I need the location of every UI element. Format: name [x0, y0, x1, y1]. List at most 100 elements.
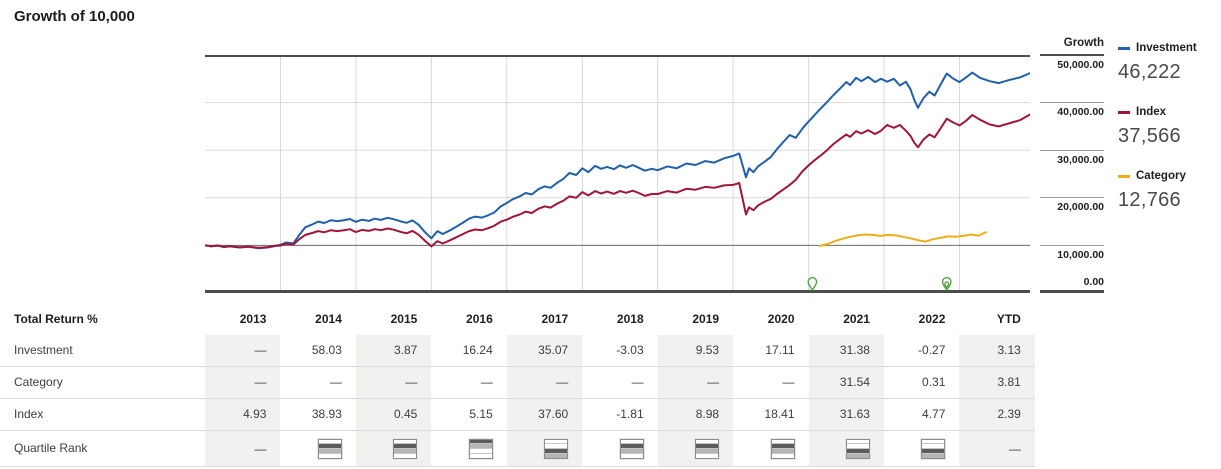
- return-cell: 4.93: [205, 399, 281, 430]
- return-cell: —: [355, 367, 432, 398]
- quartile-cell: —: [205, 431, 281, 466]
- investment-series-swatch: [1118, 46, 1130, 50]
- legend-item-investment[interactable]: Investment 46,222: [1118, 40, 1221, 84]
- quartile-rank-icon: [695, 438, 720, 459]
- axis-tick-label: 30,000.00: [1057, 153, 1104, 166]
- quartile-rank-icon: [317, 438, 342, 459]
- quartile-cell: [355, 431, 432, 466]
- return-cell: 5.15: [469, 407, 493, 421]
- series-line-index[interactable]: [205, 113, 1030, 249]
- growth-axis-header: Growth: [1063, 37, 1104, 49]
- quartile-cell: [733, 431, 808, 466]
- axis-tick-label: 50,000.00: [1057, 58, 1104, 71]
- return-cell: 58.03: [311, 343, 342, 357]
- axis-tick-label: 20,000.00: [1057, 201, 1104, 214]
- axis-tick-label: 10,000.00: [1057, 248, 1104, 261]
- return-cell: 2.39: [959, 399, 1035, 430]
- return-cell: 35.07: [506, 335, 583, 366]
- axis-tick-label: 40,000.00: [1057, 106, 1104, 119]
- quartile-cell: [431, 431, 506, 466]
- column-header-2015: 2015: [390, 312, 418, 326]
- legend-label-investment: Investment: [1136, 42, 1197, 54]
- table-row: Investment — 58.03 3.87 16.24 35.07 -3.03 9.53 1…: [0, 335, 1035, 367]
- return-cell: —: [631, 375, 644, 389]
- quartile-cell: [808, 431, 884, 466]
- quartile-rank-icon: [845, 438, 870, 459]
- return-cell: 0.45: [355, 399, 432, 430]
- quartile-cell: [280, 431, 355, 466]
- quartile-rank-icon: [468, 438, 493, 459]
- return-cell: -3.03: [616, 343, 644, 357]
- return-cell: 3.81: [959, 367, 1035, 398]
- legend-item-category[interactable]: Category 12,766: [1118, 168, 1221, 212]
- return-cell: -0.27: [918, 343, 946, 357]
- table-row: Index 4.93 38.93 0.45 5.15 37.60 -1.81 8.98 18.4…: [0, 399, 1035, 431]
- axis-tick: [1040, 149, 1104, 151]
- axis-tick: [1040, 197, 1104, 199]
- row-label-quartile-rank: Quartile Rank: [14, 441, 88, 455]
- growth-chart-plot[interactable]: [205, 55, 1030, 293]
- column-header-2019: 2019: [692, 312, 720, 326]
- column-header-2018: 2018: [616, 312, 644, 326]
- row-label-index: Index: [14, 407, 44, 421]
- index-series-swatch: [1118, 110, 1130, 114]
- axis-tick: [1040, 102, 1104, 104]
- return-cell: -1.81: [616, 407, 644, 421]
- legend-label-index: Index: [1136, 106, 1167, 118]
- event-marker-icon[interactable]: [807, 276, 818, 292]
- return-cell: 9.53: [657, 335, 734, 366]
- quartile-cell: [506, 431, 583, 466]
- return-cell: —: [329, 375, 342, 389]
- axis-tick: [1040, 290, 1104, 293]
- legend-value-index: 37,566: [1118, 125, 1181, 147]
- return-cell: 3.13: [959, 335, 1035, 366]
- row-label-category: Category: [14, 375, 63, 389]
- quartile-rank-icon: [770, 438, 795, 459]
- quartile-rank-icon: [544, 438, 569, 459]
- quartile-rank-icon: [619, 438, 644, 459]
- return-cell: —: [657, 367, 734, 398]
- column-header-2017: 2017: [541, 312, 569, 326]
- column-header-2014: 2014: [315, 312, 342, 326]
- column-header-2022: 2022: [918, 312, 946, 326]
- return-cell: 0.31: [922, 375, 946, 389]
- return-cell: 17.11: [765, 343, 795, 357]
- column-header-2013: 2013: [239, 312, 267, 326]
- quartile-cell: [884, 431, 959, 466]
- return-cell: 37.60: [506, 399, 583, 430]
- return-cell: 4.77: [922, 407, 946, 421]
- table-row: Quartile Rank — —: [0, 431, 1035, 467]
- return-cell: 8.98: [657, 399, 734, 430]
- legend-label-category: Category: [1136, 170, 1186, 182]
- series-line-category[interactable]: [818, 231, 987, 247]
- event-marker-icon[interactable]: [941, 276, 952, 292]
- column-header-2016: 2016: [466, 312, 493, 326]
- return-cell: —: [480, 375, 493, 389]
- return-cell: —: [506, 367, 583, 398]
- axis-tick: [1040, 54, 1104, 56]
- quartile-rank-icon: [393, 438, 418, 459]
- series-line-investment[interactable]: [205, 71, 1030, 250]
- category-series-swatch: [1118, 174, 1130, 178]
- legend-item-index[interactable]: Index 37,566: [1118, 104, 1221, 148]
- return-cell: 16.24: [462, 343, 493, 357]
- axis-tick: [1040, 244, 1104, 246]
- return-cell: 31.63: [808, 399, 884, 430]
- return-cell: —: [205, 335, 281, 366]
- quartile-cell: [582, 431, 657, 466]
- page-title: Growth of 10,000: [14, 8, 135, 25]
- table-title-total-return: Total Return %: [14, 312, 98, 326]
- return-cell: 31.38: [808, 335, 884, 366]
- legend-value-category: 12,766: [1118, 189, 1181, 211]
- column-header-ytd: YTD: [996, 312, 1021, 326]
- return-cell: 3.87: [355, 335, 432, 366]
- return-cell: —: [205, 367, 281, 398]
- column-header-2020: 2020: [767, 312, 795, 326]
- quartile-cell: —: [959, 431, 1035, 466]
- table-row: Category — — — — — — — — 31.54 0.31 3.81: [0, 367, 1035, 399]
- growth-axis: 50,000.00 40,000.00 30,000.00 20,000.00 10,0…: [1040, 54, 1104, 295]
- column-header-2021: 2021: [843, 312, 870, 326]
- row-label-investment: Investment: [14, 343, 73, 357]
- quartile-cell: [657, 431, 734, 466]
